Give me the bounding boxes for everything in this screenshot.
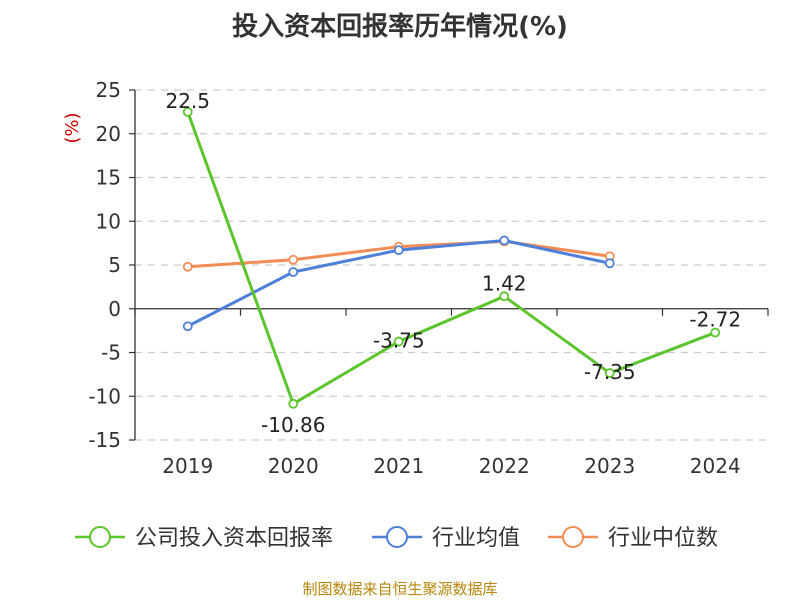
data-labels: 22.5 -10.86 -3.75 1.42 -7.35 -2.72 [165,89,741,437]
x-axis-ticks: 2019 2020 2021 2022 2023 2024 [134,308,769,478]
data-label: -3.75 [373,329,425,353]
chart-title: 投入资本回报率历年情况(%) [232,12,568,42]
data-point [604,368,615,378]
data-point [710,327,721,338]
data-point [499,235,510,246]
y-axis-ticks: 25 20 15 10 5 0 -5 -10 -15 [88,78,135,452]
legend-item[interactable]: 行业中位数 [548,526,718,551]
data-point [288,254,299,265]
x-tick-label: 2022 [479,454,530,478]
data-label: 22.5 [165,89,210,113]
data-point [604,258,615,269]
y-tick-label: -15 [88,428,121,452]
y-tick-label: 25 [96,78,121,102]
legend-label: 公司投入资本回报率 [135,526,333,551]
y-tick-label: -10 [88,384,121,408]
legend-item[interactable]: 行业均值 [372,526,520,551]
y-tick-label: 20 [96,122,121,146]
legend-marker [89,526,111,548]
series-line-0 [186,111,716,406]
legend-marker [386,526,408,548]
data-point [499,291,510,302]
data-point [182,321,193,332]
x-tick-label: 2023 [584,454,635,478]
y-tick-label: 0 [108,297,121,321]
x-tick-label: 2020 [268,454,319,478]
data-point [288,267,299,277]
legend-marker [562,526,584,548]
series-group [182,106,721,409]
legend-item[interactable]: 公司投入资本回报率 [75,526,333,551]
legend-label: 行业中位数 [608,526,718,551]
x-tick-label: 2021 [373,454,424,478]
data-label: -7.35 [584,360,636,384]
data-label: 1.42 [482,271,527,295]
y-axis-unit: (%) [62,112,83,143]
legend[interactable]: 公司投入资本回报率 行业均值 行业中位数 [75,526,718,551]
y-tick-label: 10 [96,209,121,233]
legend-label: 行业均值 [432,526,520,551]
data-point [393,336,404,347]
data-label: -10.86 [261,413,325,437]
data-source-note: 制图数据来自恒生聚源数据库 [302,580,498,598]
data-label: -2.72 [689,308,741,332]
data-point [288,398,299,409]
grid-lines [135,89,768,441]
y-tick-label: -5 [101,341,121,365]
y-tick-label: 5 [108,253,121,277]
data-point [182,106,193,117]
x-tick-label: 2024 [690,454,741,478]
x-tick-label: 2019 [162,454,213,478]
data-point [182,261,193,272]
y-tick-label: 15 [96,166,121,190]
data-point [393,245,404,256]
